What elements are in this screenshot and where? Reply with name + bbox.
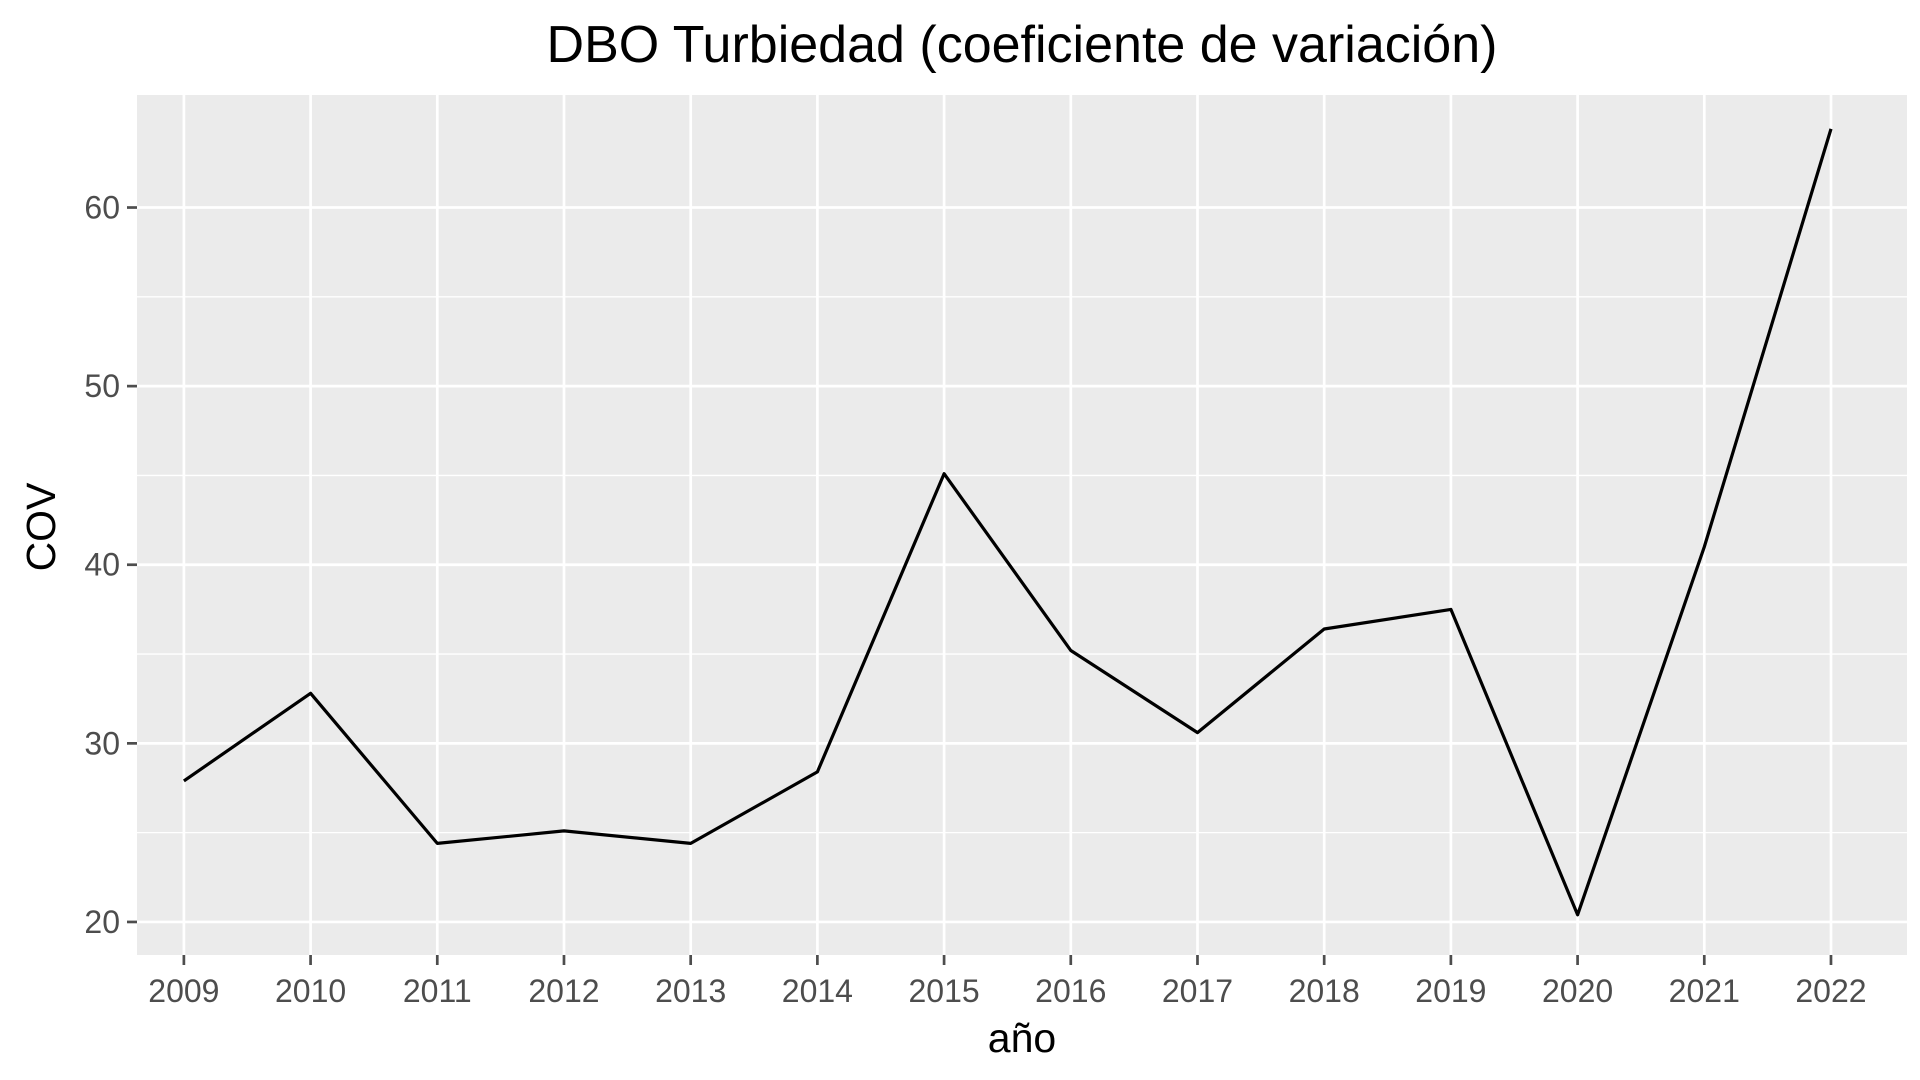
y-tick-label: 20	[84, 904, 120, 940]
x-tick-label: 2009	[148, 973, 219, 1009]
y-tick-label: 60	[84, 190, 120, 226]
chart-title: DBO Turbiedad (coeficiente de variación)	[547, 16, 1498, 74]
minor-gridlines	[137, 296, 1907, 834]
x-tick-label: 2019	[1415, 973, 1486, 1009]
x-tick-label: 2020	[1542, 973, 1613, 1009]
y-axis-title: COV	[18, 482, 64, 572]
y-tick-label: 50	[84, 368, 120, 404]
x-tick-label: 2014	[782, 973, 853, 1009]
axis-ticks	[127, 206, 1833, 965]
x-axis-title: año	[988, 1015, 1056, 1061]
x-tick-label: 2011	[403, 973, 472, 1009]
x-tick-label: 2021	[1669, 973, 1740, 1009]
series-line	[182, 128, 1833, 917]
x-tick-label: 2016	[1035, 973, 1106, 1009]
x-tick-label: 2010	[275, 973, 346, 1009]
x-tick-label: 2022	[1795, 973, 1866, 1009]
y-tick-label: 30	[84, 725, 120, 761]
x-tick-label: 2012	[528, 973, 599, 1009]
x-tick-label: 2018	[1289, 973, 1360, 1009]
major-gridlines	[137, 95, 1907, 955]
x-tick-label: 2017	[1162, 973, 1233, 1009]
x-axis-tick-labels: 2009 2010 2011 2012 2013 2014 2015 2016 2017 2018…	[148, 973, 1866, 1009]
y-tick-label: 40	[84, 547, 120, 583]
x-tick-label: 2015	[908, 973, 979, 1009]
y-axis-tick-labels: 20 30 40 50 60	[84, 190, 120, 940]
x-tick-label: 2013	[655, 973, 726, 1009]
plot-panel	[137, 95, 1907, 955]
